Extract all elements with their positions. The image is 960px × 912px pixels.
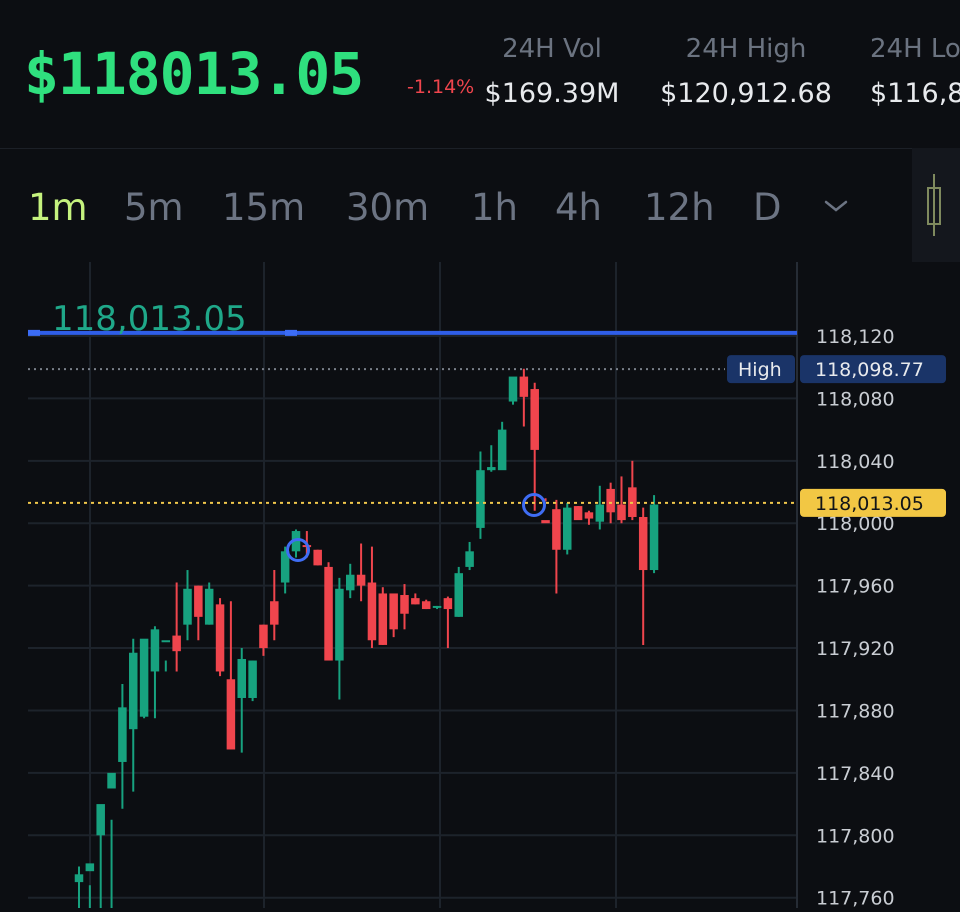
trade-marker [522, 493, 546, 517]
reference-price-label: 118,013.05 [52, 299, 247, 339]
candle-body [530, 389, 539, 450]
tab-1h[interactable]: 1h [471, 186, 518, 229]
y-tick-label: 117,960 [816, 576, 895, 598]
high-tag-label: High [738, 359, 782, 381]
candle-body [541, 520, 550, 524]
candle-body [85, 863, 95, 872]
candle-body [508, 376, 518, 402]
candlestick-icon[interactable] [912, 148, 960, 262]
candle-body [150, 629, 160, 672]
candle-body [638, 516, 648, 571]
candle-body [172, 635, 181, 652]
stat-label: 24H Vol [502, 34, 602, 64]
candle-body [129, 652, 138, 730]
candle-body [259, 624, 268, 649]
tab-1m[interactable]: 1m [28, 186, 88, 229]
chart-type-panel[interactable] [912, 148, 960, 262]
candle-body [573, 506, 583, 521]
high-tag-bg [727, 355, 795, 384]
chevron-down-icon[interactable] [822, 196, 850, 216]
tab-4h[interactable]: 4h [555, 186, 602, 229]
candle-body [139, 638, 149, 717]
candle-body [563, 507, 572, 550]
candle-body [454, 573, 463, 617]
candle-body [400, 595, 409, 614]
candle-body [465, 551, 474, 567]
candle-body [519, 376, 529, 397]
candle-body [595, 504, 605, 522]
candle-body [497, 429, 507, 471]
stat-label: 24H Low [870, 34, 960, 64]
tab-12h[interactable]: 12h [644, 186, 715, 229]
candle-body [161, 640, 171, 643]
stat-24h-high: 24H High $120,912.68 [658, 34, 834, 109]
price-chart[interactable]: 118,120 118,080 118,040 118,000 117,960 117,9… [0, 262, 960, 912]
candle-body [346, 574, 355, 591]
stat-24h-low: 24H Low $116,8 [870, 34, 960, 109]
tab-d[interactable]: D [753, 186, 782, 229]
candle-body [356, 574, 366, 586]
ticker-header: $118013.05 -1.14% 24H Vol $169.39M 24H H… [0, 0, 960, 149]
y-tick-label: 118,000 [816, 513, 895, 535]
y-tick-label: 118,080 [816, 388, 895, 410]
candle-body [248, 660, 257, 698]
candle-body [552, 509, 561, 550]
candle-body [74, 874, 84, 883]
candle-body [226, 679, 236, 750]
trade-marker [286, 538, 310, 562]
candle-body [584, 512, 594, 519]
tab-30m[interactable]: 30m [346, 186, 430, 229]
candle-body [237, 658, 246, 698]
candle-body [204, 588, 214, 625]
high-value-label: 118,098.77 [815, 359, 924, 381]
tab-15m[interactable]: 15m [222, 186, 306, 229]
candle-body [606, 488, 615, 513]
candle-body [183, 588, 192, 625]
y-tick-label: 118,040 [816, 451, 895, 473]
candle-body [421, 601, 431, 610]
candle-body [270, 601, 279, 625]
candle-body [411, 598, 420, 605]
candle-body [443, 598, 453, 610]
candle-body [118, 707, 127, 762]
candle-body [649, 504, 659, 571]
price-change-percent: -1.14% [407, 76, 475, 98]
candle-body [389, 593, 398, 630]
tab-5m[interactable]: 5m [124, 186, 184, 229]
candle-body [378, 593, 388, 645]
current-price: $118013.05 [24, 40, 364, 108]
candle-body [280, 551, 290, 583]
y-tick-label: 117,760 [816, 888, 895, 908]
candle-body [617, 504, 626, 521]
high-value-tag-bg [800, 355, 946, 384]
candle-body [194, 585, 203, 617]
candle-body [107, 772, 116, 789]
candle-body [324, 566, 333, 661]
candle-body [335, 588, 344, 661]
candle-body [432, 605, 442, 608]
y-tick-label: 118,120 [816, 326, 895, 348]
candle-body [487, 467, 496, 471]
reference-line-handle [28, 329, 40, 336]
stat-24h-volume: 24H Vol $169.39M [482, 34, 622, 109]
y-tick-label: 117,800 [816, 825, 895, 847]
stat-label: 24H High [685, 34, 807, 64]
candle-body [96, 804, 105, 836]
y-tick-label: 117,840 [816, 763, 895, 785]
reference-line-handle [285, 329, 297, 336]
stat-value: $169.39M [484, 78, 620, 109]
y-tick-label: 117,920 [816, 638, 895, 660]
candle-body [313, 549, 322, 566]
current-price-tag-label: 118,013.05 [815, 493, 924, 515]
current-price-tag-bg [800, 488, 946, 517]
y-tick-label: 117,880 [816, 700, 895, 722]
candle-body [215, 604, 225, 672]
stat-value: $120,912.68 [660, 78, 832, 109]
candle-body [367, 582, 377, 641]
candle-body [476, 470, 485, 528]
candlestick-chart[interactable]: 118,120 118,080 118,040 118,000 117,960 117,9… [0, 262, 960, 912]
stat-value: $116,8 [870, 78, 960, 109]
